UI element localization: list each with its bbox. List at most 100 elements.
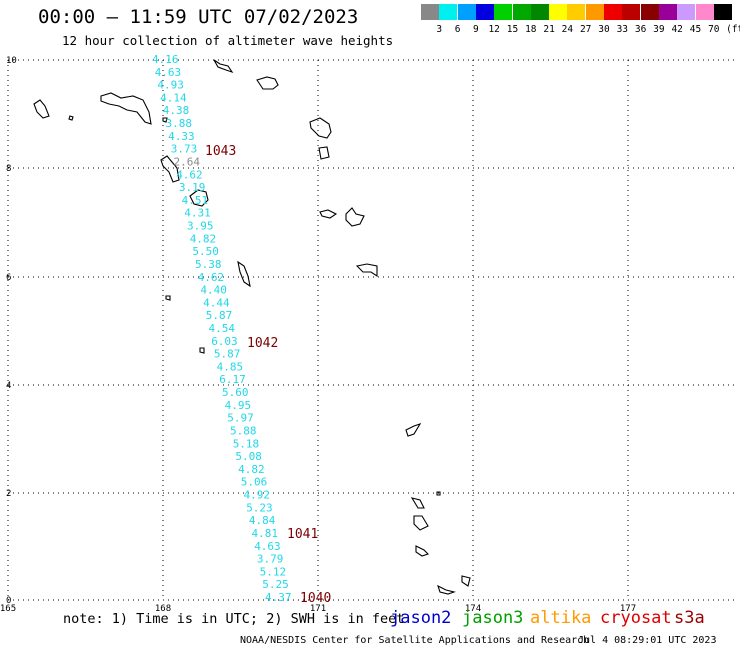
swh-value: 5.60 xyxy=(222,386,249,399)
colorbar-swatch xyxy=(695,4,714,20)
colorbar-label: 6 xyxy=(454,24,461,35)
swh-value: 5.50 xyxy=(192,245,219,258)
colorbar-label: 45 xyxy=(689,24,702,35)
colorbar-swatch xyxy=(530,4,549,20)
colorbar-label: 33 xyxy=(616,24,629,35)
island-outline xyxy=(461,575,471,587)
island-outline xyxy=(199,347,205,354)
legend-cryosat: cryosat xyxy=(600,608,672,628)
colorbar-label: 36 xyxy=(634,24,647,35)
swh-value: 3.73 xyxy=(171,143,198,156)
swh-value: 4.82 xyxy=(190,232,217,245)
colorbar-swatch xyxy=(512,4,531,20)
colorbar-swatch xyxy=(640,4,659,20)
swh-value: 4.16 xyxy=(152,53,179,66)
track-time-labels: 1043 1042 1041 1040 xyxy=(205,144,331,606)
track-time-label: 1040 xyxy=(300,591,331,606)
swh-value: 5.87 xyxy=(206,309,233,322)
colorbar-swatch xyxy=(713,4,732,20)
swh-value: 4.51 xyxy=(182,194,209,207)
swh-value: 4.44 xyxy=(203,296,230,309)
colorbar-swatch xyxy=(567,4,586,20)
y-tick-label: 0 xyxy=(6,596,11,606)
colorbar-unit: (ft) xyxy=(726,24,740,35)
island-outline xyxy=(410,497,425,509)
map-gridlines xyxy=(8,59,734,600)
units-note: note: 1) Time is in UTC; 2) SWH is in fe… xyxy=(63,611,405,627)
swh-value: 4.95 xyxy=(225,399,252,412)
swh-value: 4.84 xyxy=(249,514,276,527)
colorbar-label: 39 xyxy=(653,24,665,35)
swh-value: 2.64 xyxy=(174,156,201,169)
island-outline xyxy=(355,263,378,278)
colorbar-swatch xyxy=(549,4,568,20)
swh-value: 4.63 xyxy=(155,66,182,79)
island-outline xyxy=(100,92,152,125)
legend-jason2: jason2 xyxy=(390,608,452,628)
swh-value: 6.17 xyxy=(219,373,246,386)
y-tick-label: 6 xyxy=(6,273,11,283)
swh-value: 4.62 xyxy=(176,168,203,181)
island-outline xyxy=(345,207,365,227)
island-outline xyxy=(309,117,332,139)
y-tick-label: 2 xyxy=(6,489,11,499)
swh-value: 3.19 xyxy=(179,181,206,194)
swh-track: 4.164.634.934.144.383.884.333.732.644.62… xyxy=(152,53,292,604)
colorbar-label: 15 xyxy=(506,24,519,35)
x-tick-label: 174 xyxy=(465,604,481,614)
generated-timestamp: Jul 4 08:29:01 UTC 2023 xyxy=(578,635,717,646)
island-outline xyxy=(405,423,422,437)
colorbar-label: 12 xyxy=(488,24,500,35)
island-outline xyxy=(237,260,251,288)
swh-value: 4.93 xyxy=(157,79,184,92)
swh-value: 6.03 xyxy=(211,335,238,348)
swh-value: 3.88 xyxy=(166,117,193,130)
colorbar-label: 70 xyxy=(708,24,720,35)
swh-value: 4.54 xyxy=(209,322,236,335)
swh-value: 4.92 xyxy=(244,489,271,502)
x-tick-label: 171 xyxy=(310,604,326,614)
credit-line: NOAA/NESDIS Center for Satellite Applica… xyxy=(240,635,590,646)
map-subtitle: 12 hour collection of altimeter wave hei… xyxy=(62,33,394,48)
swh-value: 5.25 xyxy=(262,578,289,591)
colorbar-swatch xyxy=(439,4,458,20)
colorbar-label: 18 xyxy=(525,24,537,35)
island-outline xyxy=(213,59,234,74)
swh-value: 4.31 xyxy=(184,207,211,220)
swh-value: 4.62 xyxy=(198,271,225,284)
legend-altika: altika xyxy=(530,608,592,628)
swh-value: 3.95 xyxy=(187,220,214,233)
x-tick-label: 168 xyxy=(155,604,171,614)
legend-s3a: s3a xyxy=(674,608,705,628)
island-outline xyxy=(189,189,209,207)
colorbar-label: 3 xyxy=(436,24,443,35)
swh-value: 4.63 xyxy=(254,540,281,553)
swh-value: 5.12 xyxy=(260,565,287,578)
track-time-label: 1041 xyxy=(287,527,318,542)
colorbar-swatch xyxy=(494,4,513,20)
swh-value: 4.40 xyxy=(200,284,227,297)
y-tick-label: 10 xyxy=(6,56,17,66)
colorbar-swatch xyxy=(658,4,677,20)
swh-value: 5.08 xyxy=(235,450,262,463)
island-outline xyxy=(165,295,171,301)
colorbar-swatch xyxy=(421,4,439,20)
track-time-label: 1042 xyxy=(247,336,278,351)
colorbar-swatch xyxy=(677,4,696,20)
swh-value: 4.85 xyxy=(217,360,244,373)
swh-value: 5.38 xyxy=(195,258,222,271)
swh-value: 5.97 xyxy=(227,412,254,425)
swh-value: 5.06 xyxy=(241,476,267,489)
island-outline xyxy=(413,515,429,531)
swh-value: 4.82 xyxy=(238,463,265,476)
colorbar-label: 21 xyxy=(543,24,555,35)
colorbar-swatch xyxy=(457,4,476,20)
colorbar-swatch xyxy=(585,4,604,20)
colorbar-swatch xyxy=(622,4,641,20)
swh-value: 5.23 xyxy=(246,501,273,514)
colorbar-label: 30 xyxy=(598,24,610,35)
map-title: 00:00 – 11:59 UTC 07/02/2023 xyxy=(38,6,359,28)
swh-value: 3.79 xyxy=(257,553,284,566)
colorbar-label: 24 xyxy=(561,24,574,35)
